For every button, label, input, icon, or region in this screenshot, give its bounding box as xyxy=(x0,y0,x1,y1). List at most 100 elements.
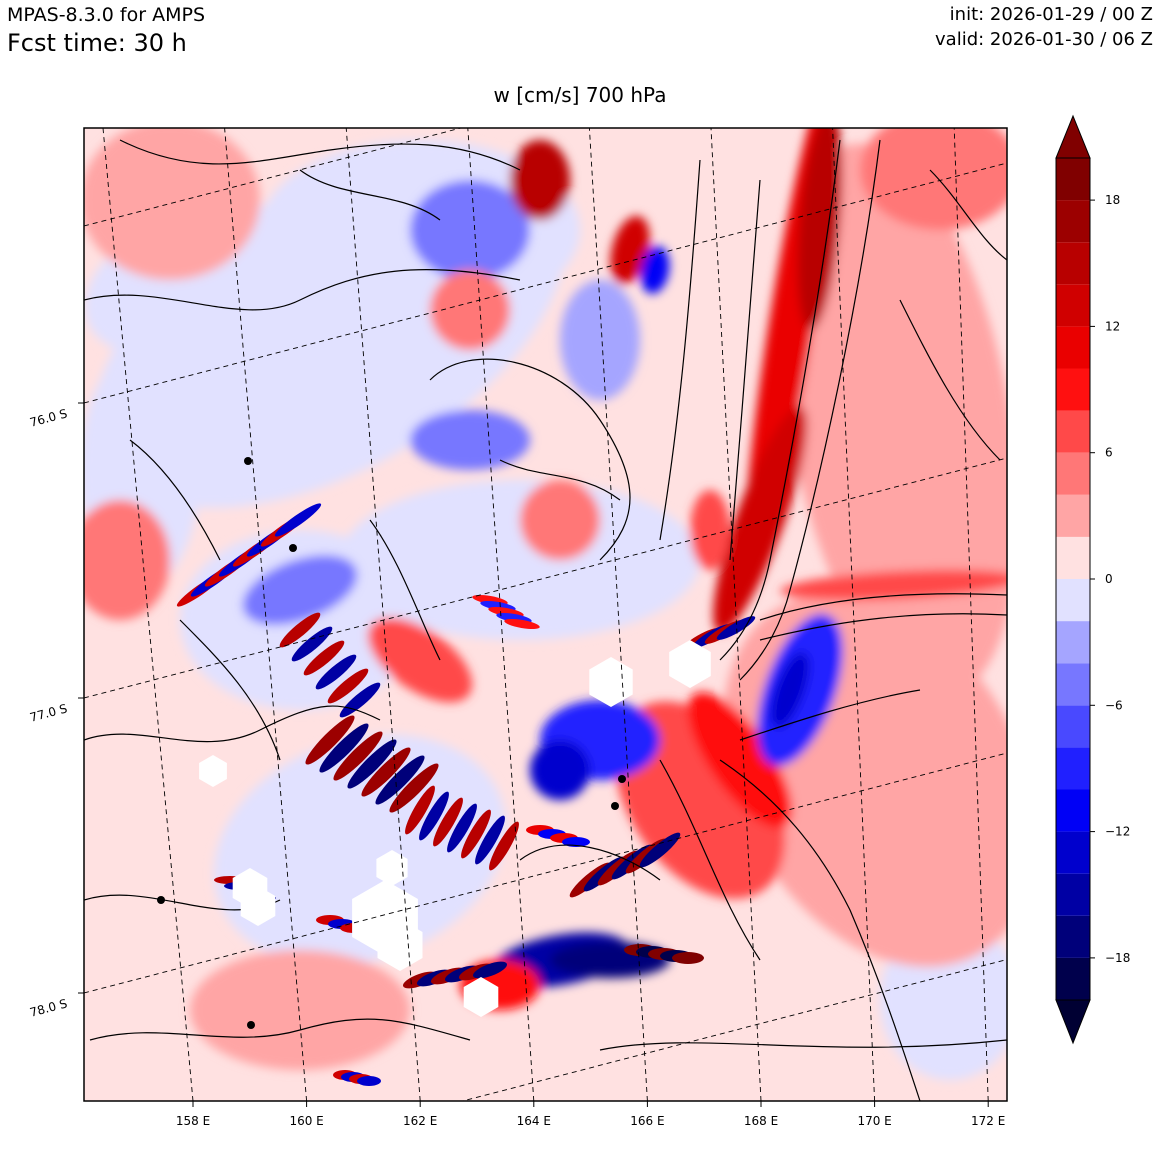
w-field xyxy=(84,128,1007,1101)
wave-stripe xyxy=(447,803,477,853)
w-field-patch xyxy=(242,555,358,625)
w-field-patch xyxy=(430,270,510,350)
wave-stripe xyxy=(461,809,491,859)
wave-stripe xyxy=(305,715,355,765)
wave-stripe xyxy=(327,668,369,704)
wave-stripe xyxy=(361,747,411,797)
colorbar-segment xyxy=(1056,536,1090,579)
contour-line xyxy=(89,1018,471,1041)
colorbar-segment xyxy=(1056,873,1090,916)
wave-stripe xyxy=(315,654,357,690)
colorbar-segment xyxy=(1056,284,1090,327)
w-field-patch xyxy=(640,246,670,294)
missing-data-cell xyxy=(199,755,227,787)
w-field-patch xyxy=(340,480,700,640)
station-marker xyxy=(611,802,619,810)
colorbar-tick-label: 6 xyxy=(1105,446,1113,460)
lon-tick-label: 160 E xyxy=(289,1114,323,1128)
wave-stripe xyxy=(504,618,540,630)
colorbar-segment xyxy=(1056,705,1090,748)
w-field-patch xyxy=(367,617,473,703)
w-field-patch xyxy=(190,950,410,1070)
missing-data-cell xyxy=(377,919,423,971)
wave-stripe xyxy=(274,503,322,537)
colorbar-segment xyxy=(1056,200,1090,243)
colorbar-tick-label: 12 xyxy=(1105,319,1120,333)
w-field-patch xyxy=(780,569,1007,601)
colorbar-segment xyxy=(1056,368,1090,411)
wave-stripe xyxy=(333,731,383,781)
w-field-patch xyxy=(797,128,843,330)
colorbar-segment xyxy=(1056,326,1090,369)
w-field-patch xyxy=(713,406,807,634)
colorbar-segment xyxy=(1056,494,1090,537)
wave-stripe xyxy=(489,821,519,871)
lon-tick-label: 170 E xyxy=(857,1114,891,1128)
wave-stripe xyxy=(375,755,425,805)
colorbar-segment xyxy=(1056,242,1090,285)
colorbar-segment xyxy=(1056,410,1090,453)
meridian-line xyxy=(588,128,648,1101)
contour-line xyxy=(729,179,761,561)
wave-stripe xyxy=(303,640,345,676)
contour-line xyxy=(299,169,441,221)
missing-data-cell xyxy=(669,640,711,688)
w-field-patch xyxy=(410,410,530,470)
contour-line xyxy=(719,139,841,661)
contour-line xyxy=(659,759,761,961)
map-frame xyxy=(83,127,1008,1102)
station-marker xyxy=(157,896,165,904)
model-name: MPAS-8.3.0 for AMPS xyxy=(7,4,206,26)
meridian-line xyxy=(832,128,876,1101)
contour-line xyxy=(179,619,281,761)
missing-data-cell xyxy=(376,850,408,886)
contour-line xyxy=(129,439,221,561)
station-marker xyxy=(244,457,252,465)
wave-stripe xyxy=(319,723,369,773)
contour-line xyxy=(84,705,381,743)
colorbar-segment xyxy=(1056,789,1090,832)
colorbar-segment xyxy=(1056,621,1090,664)
lat-tick-label: 77.0 S xyxy=(28,701,68,724)
contour-line xyxy=(599,1039,1007,1051)
wave-stripe xyxy=(279,612,321,648)
colorbar-tick-label: −18 xyxy=(1105,951,1130,965)
colorbar-segment xyxy=(1056,747,1090,790)
contour-line xyxy=(929,169,1007,261)
w-field-patch xyxy=(410,180,530,280)
contour-line xyxy=(119,139,521,171)
contour-line xyxy=(719,759,921,1101)
colorbar-tick-label: 18 xyxy=(1105,193,1120,207)
station-marker xyxy=(618,775,626,783)
w-field-patch xyxy=(687,692,793,828)
w-field-patch xyxy=(520,480,600,560)
w-field-patch xyxy=(560,280,640,400)
colorbar-tick-label: −12 xyxy=(1105,825,1130,839)
colorbar-segment xyxy=(1056,915,1090,958)
w-field-patch xyxy=(84,500,170,620)
parallel-line xyxy=(84,162,1007,404)
contour-line xyxy=(739,139,881,681)
forecast-time: Fcst time: 30 h xyxy=(7,29,187,57)
colorbar-segment xyxy=(1056,957,1090,1000)
lat-tick-label: 78.0 S xyxy=(28,996,68,1019)
w-field-patch xyxy=(610,215,650,285)
lon-tick-label: 162 E xyxy=(403,1114,437,1128)
contour-line xyxy=(739,689,921,741)
w-field-patch xyxy=(771,652,809,728)
contour-line xyxy=(659,159,701,541)
lon-tick-label: 166 E xyxy=(630,1114,664,1128)
lon-tick-label: 164 E xyxy=(517,1114,551,1128)
contour-line xyxy=(759,613,1007,641)
missing-data-cell xyxy=(240,886,276,926)
wave-stripe xyxy=(716,616,756,640)
meridian-line xyxy=(102,128,194,1101)
wave-stripe xyxy=(475,815,505,865)
parallel-line xyxy=(461,959,1007,1101)
lat-tick-label: 76.0 S xyxy=(28,406,68,429)
colorbar-segment xyxy=(1056,579,1090,622)
wave-stripe xyxy=(389,763,439,813)
w-field-patch xyxy=(84,128,260,280)
contour-line xyxy=(519,844,661,881)
